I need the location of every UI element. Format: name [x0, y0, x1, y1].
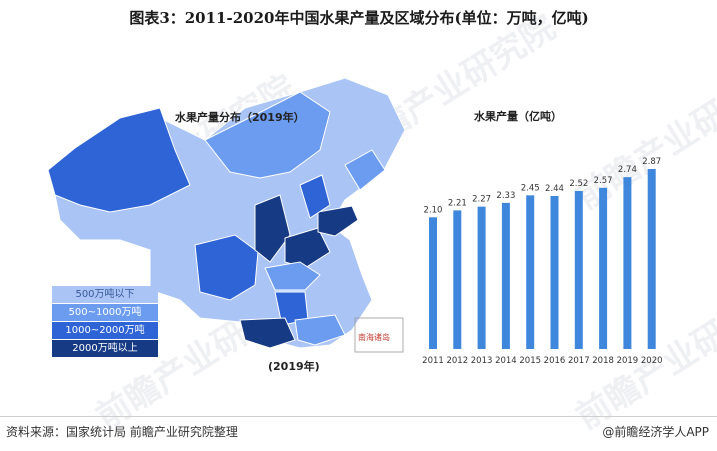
bar-2014: [501, 202, 510, 349]
legend-label: 1000~2000万吨: [65, 325, 145, 336]
x-tick-label: 2020: [641, 356, 663, 366]
page-title: 图表3：2011-2020年中国水果产量及区域分布(单位：万吨，亿吨): [129, 9, 589, 27]
legend-item: 1000~2000万吨: [52, 322, 158, 339]
map-region-henan: [284, 227, 331, 269]
bar-2017: [574, 190, 583, 349]
legend-item: 500~1000万吨: [52, 304, 158, 321]
map-region-liaoning: [344, 149, 386, 191]
bar-value-label: 2.27: [472, 195, 491, 205]
bar-2011: [429, 217, 437, 349]
legend-item: 2000万吨以上: [52, 340, 158, 357]
source-text: 资料来源：国家统计局 前瞻产业研究院整理: [6, 425, 238, 439]
x-tick-label: 2011: [422, 356, 444, 366]
map-region-guangdong: [294, 314, 346, 346]
bar-value-label: 2.45: [521, 183, 540, 193]
bar-value-label: 2.10: [424, 205, 443, 215]
footer-divider: [0, 416, 717, 417]
map-region-shaanxi: [254, 194, 291, 263]
map-region-hebei: [299, 174, 331, 219]
x-tick-label: 2015: [519, 356, 541, 366]
x-tick-label: 2016: [544, 356, 566, 366]
x-tick-label: 2017: [568, 356, 590, 366]
legend-item: 500万吨以下: [52, 286, 158, 303]
map-region-neimenggu: [204, 91, 331, 179]
x-tick-label: 2018: [592, 356, 614, 366]
nanhai-label: 南海诸岛: [358, 333, 390, 342]
bar-value-label: 2.87: [642, 157, 661, 167]
x-tick-label: 2019: [617, 356, 639, 366]
bar-value-label: 2.44: [545, 184, 564, 194]
bar-2020: [647, 169, 656, 349]
brand-text: @前瞻经济学人APP: [602, 425, 709, 439]
legend-label: 2000万吨以上: [72, 343, 138, 354]
legend-label: 500万吨以下: [75, 289, 135, 300]
bar-2019: [623, 177, 632, 349]
bar-value-label: 2.74: [618, 165, 637, 175]
map-year-label: (2019年): [268, 360, 320, 373]
bar-2016: [550, 195, 559, 349]
bar-2012: [453, 210, 462, 349]
map-region-xinjiang: [47, 107, 191, 213]
map-title: 水果产量分布（2019年）: [175, 111, 305, 124]
map-region-sichuan: [194, 234, 259, 301]
nanhai-inset: [354, 317, 404, 353]
x-tick-label: 2014: [495, 356, 517, 366]
bar-2015: [526, 195, 535, 349]
bar-value-label: 2.52: [569, 179, 588, 189]
map-region-guangxi: [239, 317, 296, 349]
bar-2013: [477, 206, 486, 349]
x-tick-label: 2012: [446, 356, 468, 366]
bar-2018: [599, 187, 608, 349]
chart-title: 水果产量（亿吨）: [474, 109, 562, 123]
bar-value-label: 2.57: [594, 176, 613, 186]
bar-value-label: 2.21: [448, 198, 467, 208]
bar-value-label: 2.33: [496, 191, 515, 201]
map-region-hubei: [264, 261, 321, 291]
map-region-shandong: [317, 205, 359, 237]
x-tick-label: 2013: [471, 356, 493, 366]
map-legend: 500万吨以下 500~1000万吨 1000~2000万吨 2000万吨以上: [52, 286, 158, 358]
legend-label: 500~1000万吨: [68, 307, 142, 318]
